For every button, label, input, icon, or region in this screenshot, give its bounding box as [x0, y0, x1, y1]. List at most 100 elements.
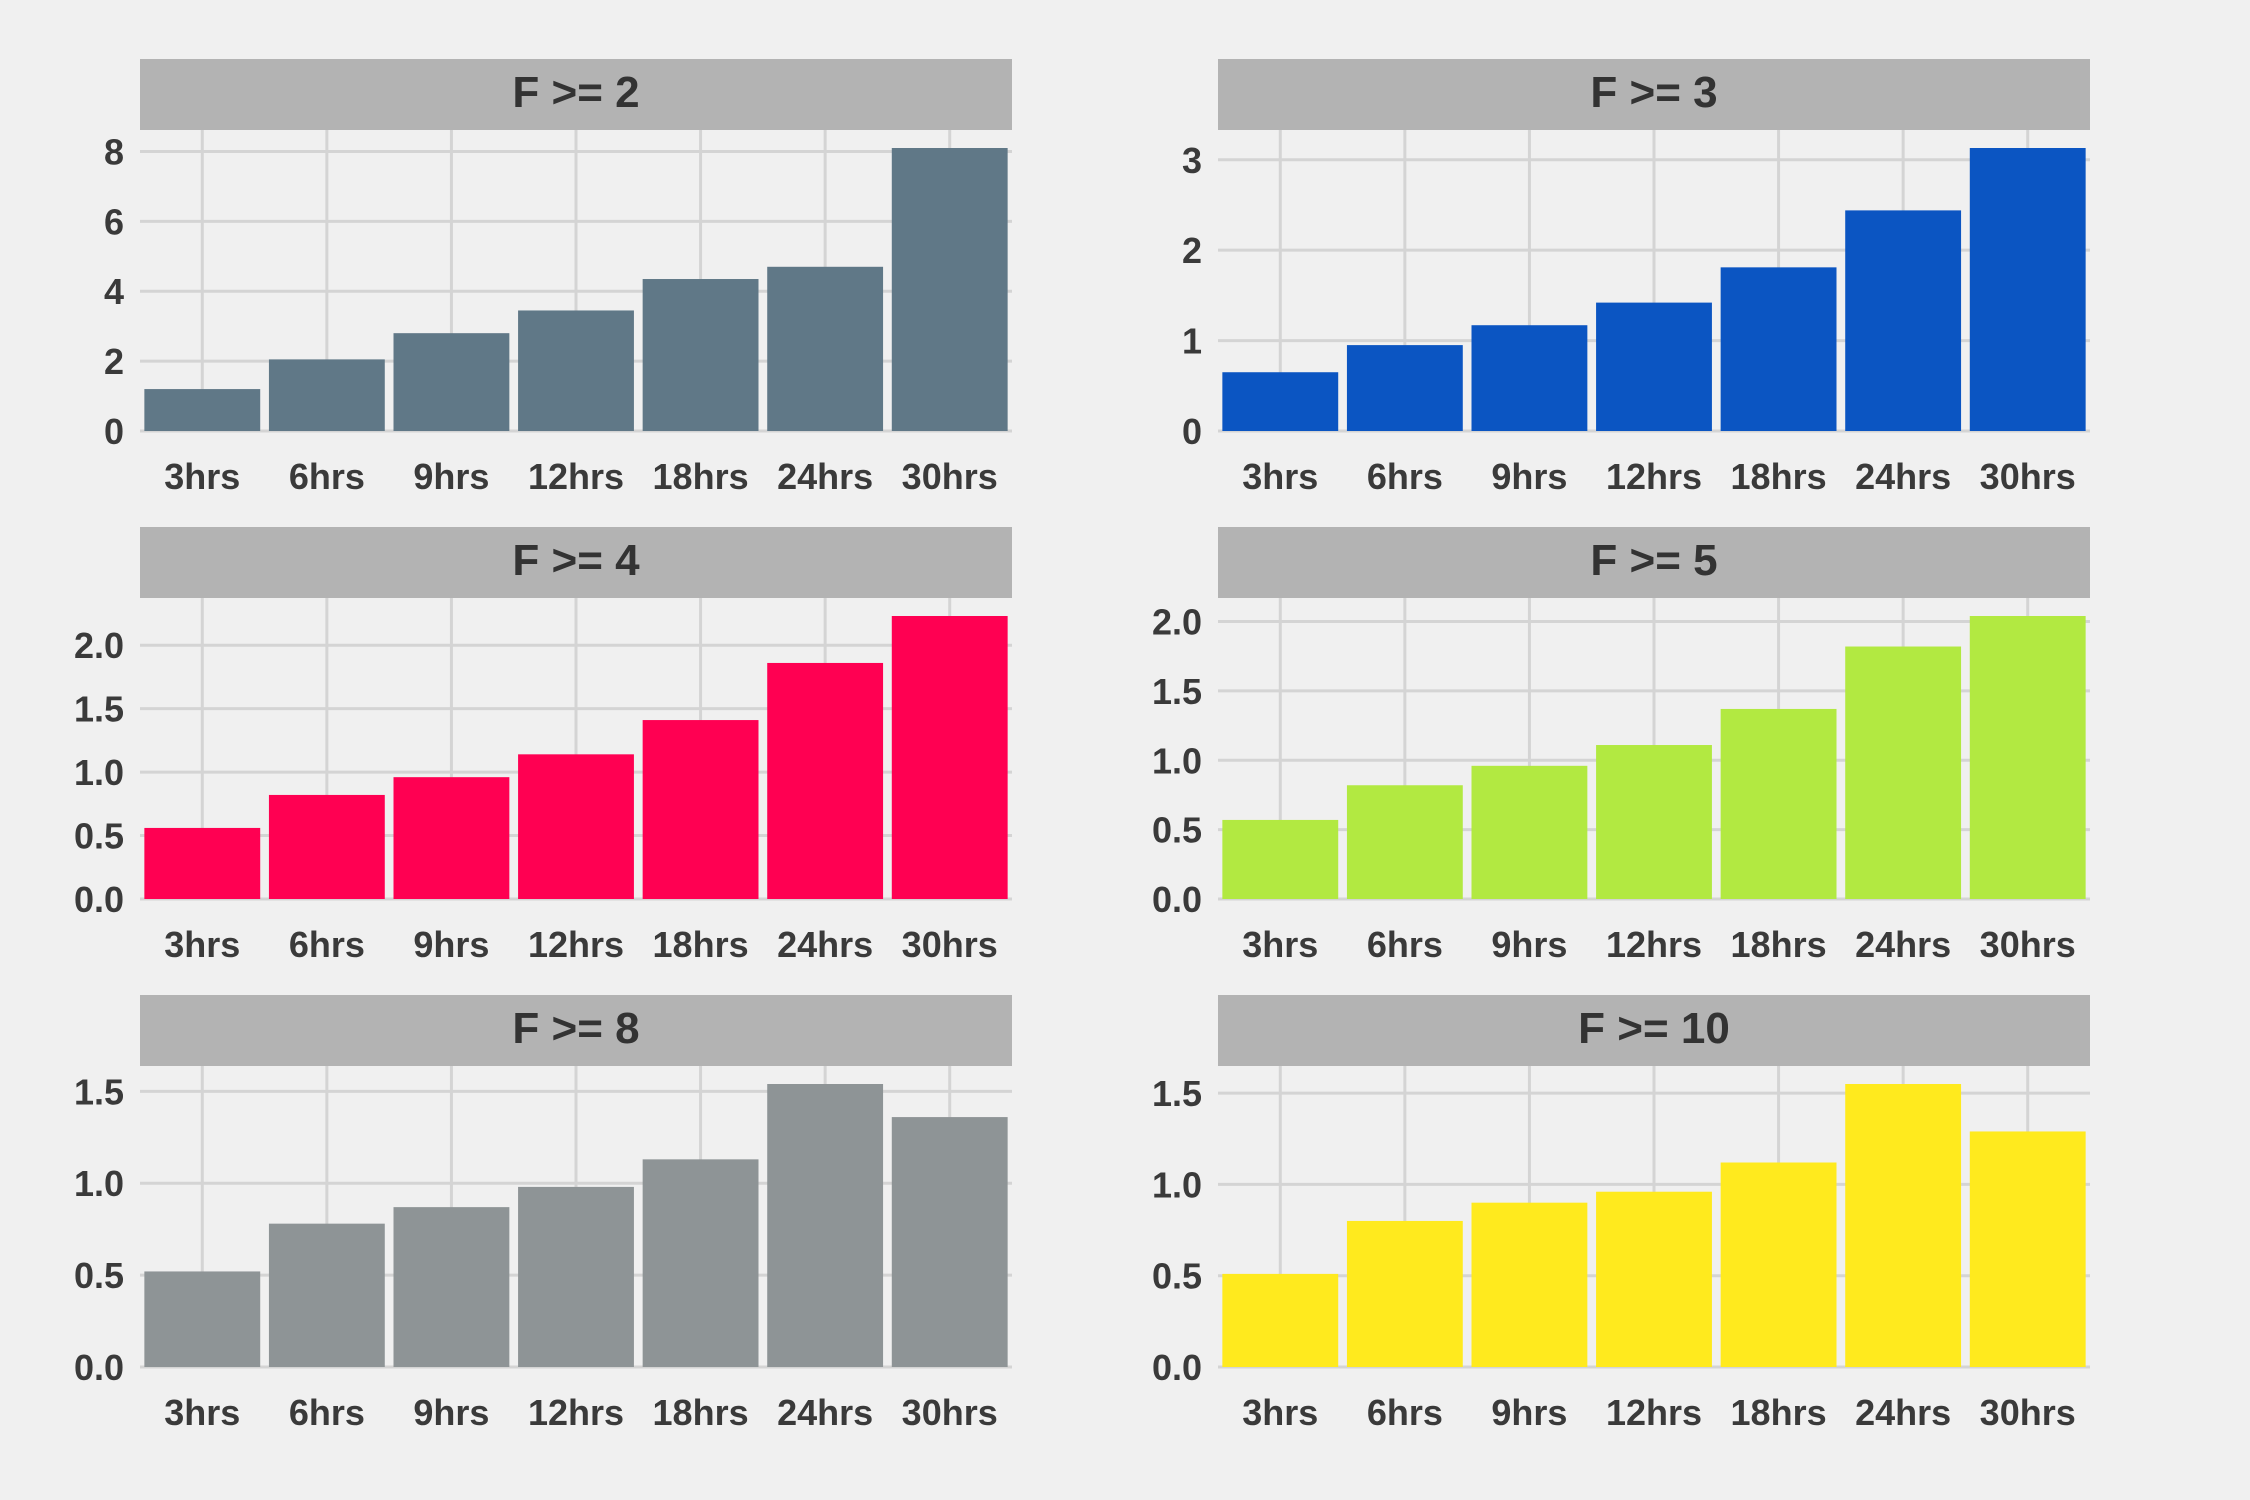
chart-svg: F >= 4 0.0 0.5 1.0 1.5 2.0 3hrs 6hrs 9hrs 12hrs 18…	[74, 527, 1012, 965]
x-tick-label: 12hrs	[1606, 1392, 1702, 1433]
chart-svg: F >= 2 0 2 4 6 8 3hrs 6hrs 9hrs 12hrs 18hrs 24hrs 30…	[104, 59, 1012, 497]
bar-3hrs	[144, 1271, 261, 1367]
chart-svg: F >= 3 0 1 2 3 3hrs 6hrs 9hrs 12hrs 18hrs 24hrs 30h…	[1182, 59, 2090, 497]
x-tick-label: 18hrs	[653, 924, 749, 965]
bar-18hrs	[1720, 1162, 1837, 1367]
bar-12hrs	[1596, 1191, 1712, 1367]
x-tick-label: 9hrs	[1491, 924, 1567, 965]
bar-24hrs	[767, 266, 884, 431]
bar-3hrs	[144, 389, 261, 431]
bar-30hrs	[1969, 148, 2086, 431]
facet-title: F >= 4	[512, 536, 640, 585]
facet-title: F >= 8	[512, 1004, 639, 1053]
y-tick-label: 2.0	[1152, 602, 1202, 643]
x-tick-label: 24hrs	[1855, 1392, 1951, 1433]
facet-strip	[1218, 59, 2090, 130]
x-tick-label: 3hrs	[164, 1392, 240, 1433]
x-tick-label: 9hrs	[1491, 456, 1567, 497]
x-tick-label: 18hrs	[653, 456, 749, 497]
y-tick-label: 0.5	[74, 1255, 124, 1296]
bar-18hrs	[642, 279, 759, 431]
bar-18hrs	[1720, 708, 1837, 899]
chart-panel-4: F >= 5 0.0 0.5 1.0 1.5 2.0 3hrs 6hrs 9hrs 12hrs 18…	[1118, 527, 2090, 987]
bar-30hrs	[891, 1117, 1008, 1367]
y-tick-label: 1.5	[74, 1071, 124, 1112]
bar-12hrs	[518, 754, 634, 899]
chart-svg: F >= 5 0.0 0.5 1.0 1.5 2.0 3hrs 6hrs 9hrs 12hrs 18…	[1152, 527, 2090, 965]
bar-6hrs	[268, 794, 385, 899]
x-tick-label: 18hrs	[653, 1392, 749, 1433]
y-tick-label: 0.0	[1152, 1347, 1202, 1388]
chart-panel-2: F >= 3 0 1 2 3 3hrs 6hrs 9hrs 12hrs 18hrs 24hrs 30h…	[1118, 59, 2090, 519]
chart-panel-3: F >= 4 0.0 0.5 1.0 1.5 2.0 3hrs 6hrs 9hrs 12hrs 18…	[40, 527, 1012, 987]
bar-9hrs	[1471, 325, 1588, 431]
x-tick-label: 24hrs	[777, 1392, 873, 1433]
x-tick-label: 30hrs	[1980, 456, 2076, 497]
bar-30hrs	[891, 148, 1008, 431]
facet-title: F >= 3	[1590, 68, 1717, 117]
bar-18hrs	[642, 1159, 759, 1367]
y-tick-label: 2.0	[74, 625, 124, 666]
bar-24hrs	[1845, 1084, 1962, 1367]
x-tick-label: 30hrs	[902, 924, 998, 965]
bar-6hrs	[268, 1223, 385, 1367]
y-tick-label: 1.0	[1152, 740, 1202, 781]
x-tick-label: 6hrs	[1367, 1392, 1443, 1433]
x-tick-label: 6hrs	[289, 1392, 365, 1433]
x-tick-label: 30hrs	[902, 1392, 998, 1433]
facet-strip	[140, 527, 1012, 598]
x-tick-label: 3hrs	[1242, 1392, 1318, 1433]
x-tick-label: 30hrs	[1980, 924, 2076, 965]
bar-6hrs	[268, 359, 385, 431]
x-tick-label: 18hrs	[1731, 1392, 1827, 1433]
bar-24hrs	[1845, 210, 1962, 431]
y-tick-label: 8	[104, 131, 124, 172]
bar-3hrs	[1222, 372, 1339, 431]
bar-24hrs	[767, 662, 884, 899]
x-tick-label: 12hrs	[528, 456, 624, 497]
facet-strip	[140, 59, 1012, 130]
chart-svg: F >= 8 0.0 0.5 1.0 1.5 3hrs 6hrs 9hrs 12hrs 18hrs…	[74, 995, 1012, 1433]
bar-3hrs	[1222, 1273, 1339, 1367]
bar-9hrs	[1471, 765, 1588, 899]
y-tick-label: 0.5	[1152, 1256, 1202, 1297]
facet-strip	[140, 995, 1012, 1066]
x-tick-label: 3hrs	[1242, 924, 1318, 965]
x-tick-label: 12hrs	[528, 1392, 624, 1433]
facet-title: F >= 5	[1590, 536, 1717, 585]
x-tick-label: 24hrs	[1855, 924, 1951, 965]
x-tick-label: 3hrs	[164, 456, 240, 497]
y-tick-label: 0.5	[1152, 810, 1202, 851]
bar-6hrs	[1346, 785, 1463, 899]
x-tick-label: 6hrs	[289, 456, 365, 497]
bar-30hrs	[1969, 616, 2086, 899]
bar-18hrs	[642, 720, 759, 899]
y-tick-label: 0.0	[1152, 879, 1202, 920]
y-tick-label: 0.0	[74, 1347, 124, 1388]
y-tick-label: 0.0	[74, 879, 124, 920]
chart-panel-1: F >= 2 0 2 4 6 8 3hrs 6hrs 9hrs 12hrs 18hrs 24hrs 30…	[40, 59, 1012, 519]
bar-30hrs	[1969, 1131, 2086, 1367]
y-tick-label: 1.0	[74, 1163, 124, 1204]
x-tick-label: 24hrs	[1855, 456, 1951, 497]
y-tick-label: 4	[104, 271, 124, 312]
y-tick-label: 0	[1182, 411, 1202, 452]
x-tick-label: 12hrs	[1606, 924, 1702, 965]
bar-3hrs	[1222, 819, 1339, 899]
x-tick-label: 12hrs	[528, 924, 624, 965]
y-tick-label: 0.5	[74, 816, 124, 857]
x-tick-label: 9hrs	[413, 456, 489, 497]
bar-9hrs	[393, 333, 510, 431]
bar-6hrs	[1346, 345, 1463, 431]
facet-strip	[1218, 995, 2090, 1066]
x-tick-label: 6hrs	[289, 924, 365, 965]
chart-panel-6: F >= 10 0.0 0.5 1.0 1.5 3hrs 6hrs 9hrs 12hrs 18hr…	[1118, 995, 2090, 1455]
x-tick-label: 6hrs	[1367, 924, 1443, 965]
bar-6hrs	[1346, 1220, 1463, 1367]
x-tick-label: 9hrs	[1491, 1392, 1567, 1433]
bar-24hrs	[767, 1084, 884, 1367]
y-tick-label: 1.5	[74, 689, 124, 730]
bar-9hrs	[1471, 1202, 1588, 1367]
bar-12hrs	[518, 310, 634, 431]
